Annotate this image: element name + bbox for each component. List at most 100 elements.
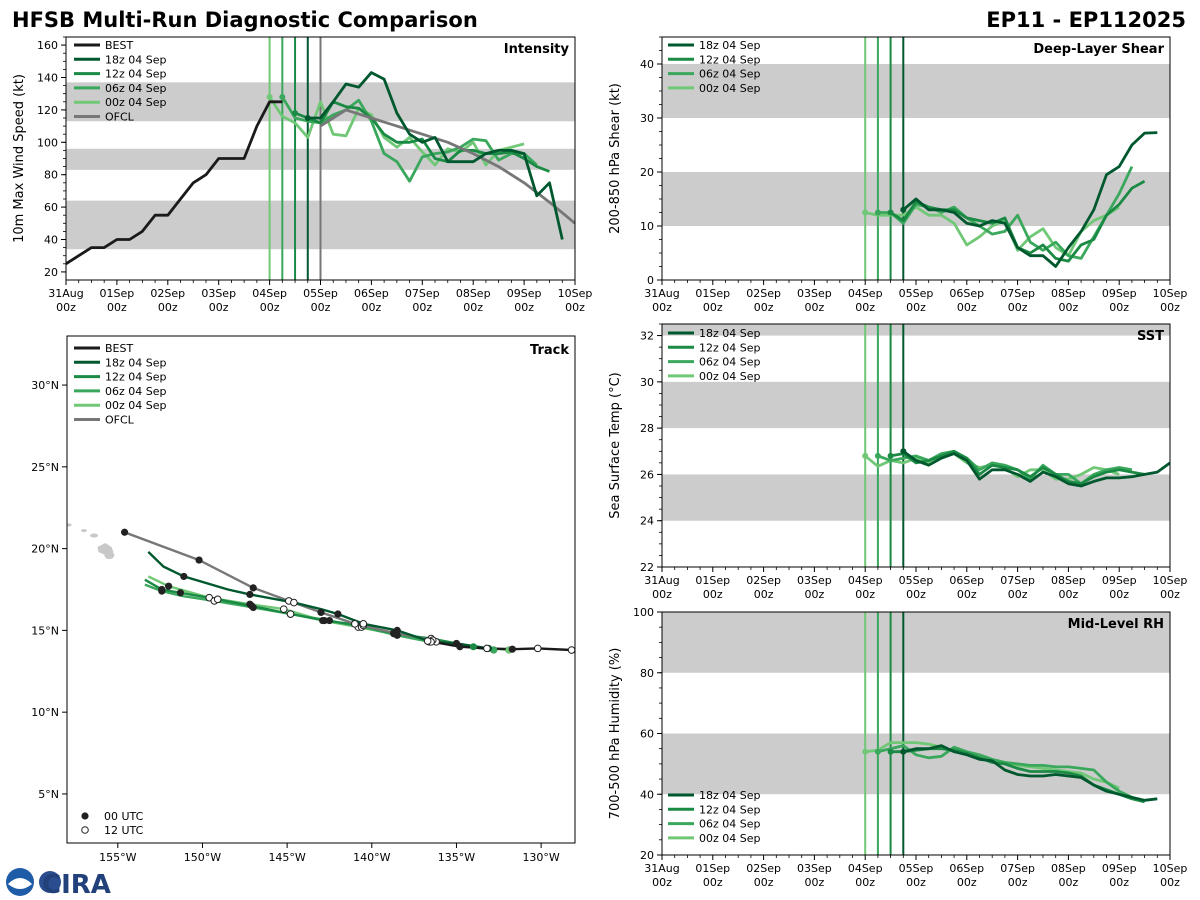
x-tick-label: 10Sep 00z — [1153, 862, 1188, 889]
track-point-00utc — [334, 610, 342, 618]
threshold-band — [662, 324, 1170, 336]
y-tick-label: 80 — [44, 169, 58, 182]
init-point-marker — [887, 452, 894, 459]
x-tick-label: 09Sep 00z — [507, 287, 542, 314]
island-shape — [80, 529, 87, 533]
lat-tick-label: 5°N — [38, 788, 59, 801]
x-tick-label-line: 00z — [311, 301, 331, 314]
x-tick-label-line: 00z — [107, 301, 127, 314]
x-tick-label: 05Sep 00z — [303, 287, 338, 314]
x-tick-label: 07Sep 00z — [405, 287, 440, 314]
map-area — [67, 523, 575, 654]
y-tick-label: 60 — [640, 728, 654, 741]
x-tick-label-line: 05Sep — [303, 287, 338, 300]
track-point-12utc — [567, 646, 575, 654]
series-line-12z-04-sep — [890, 449, 1145, 486]
x-tick-label-line: 06Sep — [949, 287, 984, 300]
x-tick-label: 01Sep 00z — [695, 287, 730, 314]
legend-label: 18z 04 Sep — [699, 789, 761, 802]
track-point-12utc — [533, 644, 542, 653]
x-tick-label: 01Sep 00z — [100, 287, 135, 314]
x-tick-label-line: 00z — [1160, 876, 1180, 889]
track-point-00utc — [317, 608, 325, 616]
legend-label: 06z 04 Sep — [105, 82, 167, 95]
x-tick-label-line: 03Sep — [797, 862, 832, 875]
legend-label: OFCL — [105, 414, 135, 427]
init-point-marker — [874, 748, 881, 755]
x-tick-label-line: 05Sep — [899, 574, 934, 587]
x-tick-label-line: 08Sep — [1051, 574, 1086, 587]
x-tick-label-line: 00z — [805, 876, 825, 889]
legend-label: OFCL — [105, 111, 135, 124]
x-tick-label-line: 10Sep — [1153, 287, 1188, 300]
x-tick-label: 03Sep 00z — [797, 287, 832, 314]
x-tick-label-line: 00z — [652, 588, 672, 601]
x-tick-label: 01Sep 00z — [695, 574, 730, 601]
track-point-00utc — [247, 602, 256, 610]
track-line-18z-04-sep — [147, 551, 489, 650]
legend-label: 12z 04 Sep — [105, 371, 167, 384]
x-tick-label-line: 03Sep — [797, 287, 832, 300]
track-point-00utc — [508, 645, 516, 653]
threshold-band — [662, 381, 1170, 429]
track-point-00utc — [249, 584, 257, 592]
lon-tick-label: 135°W — [438, 851, 475, 864]
x-tick-label: 01Sep 00z — [695, 862, 730, 889]
legend-label: 12z 04 Sep — [699, 53, 761, 66]
x-tick-label-line: 00z — [1008, 876, 1028, 889]
series-line-18z-04-sep — [307, 71, 564, 240]
y-tick-label: 20 — [44, 266, 58, 279]
x-tick-label-line: 00z — [1109, 301, 1129, 314]
init-point-marker — [874, 209, 881, 216]
track-point-12utc — [279, 605, 288, 613]
x-tick-label-line: 00z — [1109, 588, 1129, 601]
x-tick-label-line: 00z — [1059, 876, 1079, 889]
y-tick-label: 30 — [640, 112, 654, 125]
y-axis-label: Sea Surface Temp (°C) — [608, 372, 623, 519]
y-axis-label: 200-850 hPa Shear (kt) — [608, 83, 623, 234]
x-tick-label-line: 01Sep — [695, 862, 730, 875]
x-tick-label: 09Sep 00z — [1102, 862, 1137, 889]
x-tick-label: 10Sep 00z — [1153, 287, 1188, 314]
init-point-marker — [862, 452, 869, 459]
plot-area — [662, 324, 1170, 567]
track-point-00utc — [180, 572, 188, 581]
cira-logo: CIRA — [6, 868, 111, 900]
x-tick-label-line: 00z — [412, 301, 432, 314]
lat-tick-label: 15°N — [31, 624, 59, 637]
legend-label: 06z 04 Sep — [699, 818, 761, 831]
legend-label: 12z 04 Sep — [699, 341, 761, 354]
x-tick-label-line: 00z — [652, 301, 672, 314]
lon-tick-label: 145°W — [268, 851, 305, 864]
x-tick-label: 05Sep 00z — [899, 287, 934, 314]
init-point-marker — [266, 93, 273, 100]
x-tick-label: 04Sep 00z — [848, 287, 883, 314]
legend-marker-12utc — [81, 826, 89, 834]
legend-label: 18z 04 Sep — [699, 39, 761, 52]
init-point-marker — [292, 110, 299, 117]
track-init-marker — [469, 643, 477, 651]
lat-tick-label: 10°N — [31, 706, 59, 719]
track-point-00utc — [158, 585, 166, 594]
x-tick-label: 10Sep 00z — [1153, 574, 1188, 601]
x-tick-label-line: 07Sep — [1000, 862, 1035, 875]
threshold-band — [662, 612, 1170, 673]
track-point-12utc — [359, 620, 368, 628]
x-tick-label: 06Sep 00z — [949, 287, 984, 314]
init-point-marker — [304, 115, 311, 121]
y-tick-label: 24 — [640, 515, 654, 528]
x-tick-label-line: 00z — [703, 588, 723, 601]
y-tick-label: 100 — [633, 606, 654, 619]
x-tick-label: 08Sep 00z — [1051, 862, 1086, 889]
y-tick-label: 60 — [44, 201, 58, 214]
x-tick-label: 03Sep 00z — [201, 287, 236, 314]
init-point-marker — [887, 209, 894, 216]
track-point-12utc — [213, 595, 222, 604]
legend-label: 12 UTC — [104, 824, 144, 837]
x-tick-label-line: 06Sep — [354, 287, 389, 300]
x-tick-label: 31Aug 00z — [644, 574, 679, 601]
x-tick-label-line: 00z — [1059, 301, 1079, 314]
legend-label: 06z 04 Sep — [699, 356, 761, 369]
figure-title: HFSB Multi-Run Diagnostic Comparison — [12, 8, 478, 32]
